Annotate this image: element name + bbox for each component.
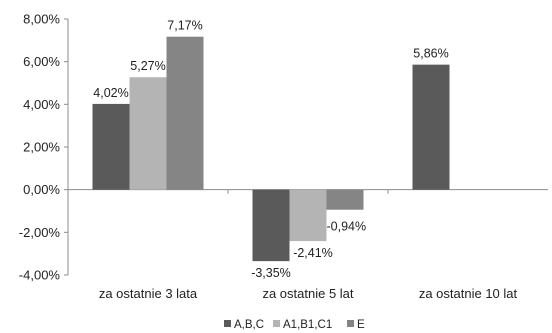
- chart-data-labels: 4,02%5,27% 7,17% -3,35%-2,41% -0,94% 5,86%: [93, 19, 448, 280]
- x-category-label: za ostatnie 10 lat: [419, 286, 518, 301]
- data-label: 5,27%: [130, 59, 165, 73]
- x-category-label: za ostatnie 5 lat: [262, 286, 353, 301]
- bar: [326, 189, 364, 210]
- legend-label: A1,B1,C1: [283, 319, 332, 331]
- x-category-label: za ostatnie 3 lata: [99, 286, 198, 301]
- y-tick-label: 8,00%: [23, 12, 60, 27]
- legend-swatch: [224, 320, 231, 327]
- y-tick-label: 6,00%: [23, 54, 60, 69]
- legend-swatch: [347, 320, 354, 327]
- data-label: 5,86%: [413, 47, 448, 61]
- data-label: 4,02%: [93, 86, 128, 100]
- y-tick-label: -4,00%: [19, 268, 61, 283]
- chart-legend: A,B,C A1,B1,C1 E: [224, 319, 365, 331]
- bar: [166, 36, 204, 190]
- chart-bars: [92, 36, 450, 262]
- y-tick-label: 2,00%: [23, 140, 60, 155]
- data-label: -0,94%: [327, 220, 367, 234]
- data-label: -3,35%: [251, 266, 291, 280]
- legend-label: A,B,C: [234, 319, 264, 331]
- bar: [92, 103, 130, 190]
- legend-swatch: [273, 320, 280, 327]
- bar: [252, 189, 290, 262]
- bar: [412, 64, 450, 190]
- y-tick-label: 0,00%: [23, 182, 60, 197]
- bar: [289, 189, 327, 242]
- data-label: 7,17%: [167, 19, 202, 33]
- y-tick-label: -2,00%: [19, 225, 61, 240]
- data-label: -2,41%: [293, 246, 333, 260]
- legend-label: E: [357, 319, 365, 331]
- chart-axes: 8,00% 6,00% 4,00% 2,00% 0,00% -2,00% -4,00% za …: [19, 12, 548, 301]
- y-tick-label: 4,00%: [23, 97, 60, 112]
- bar: [129, 77, 167, 190]
